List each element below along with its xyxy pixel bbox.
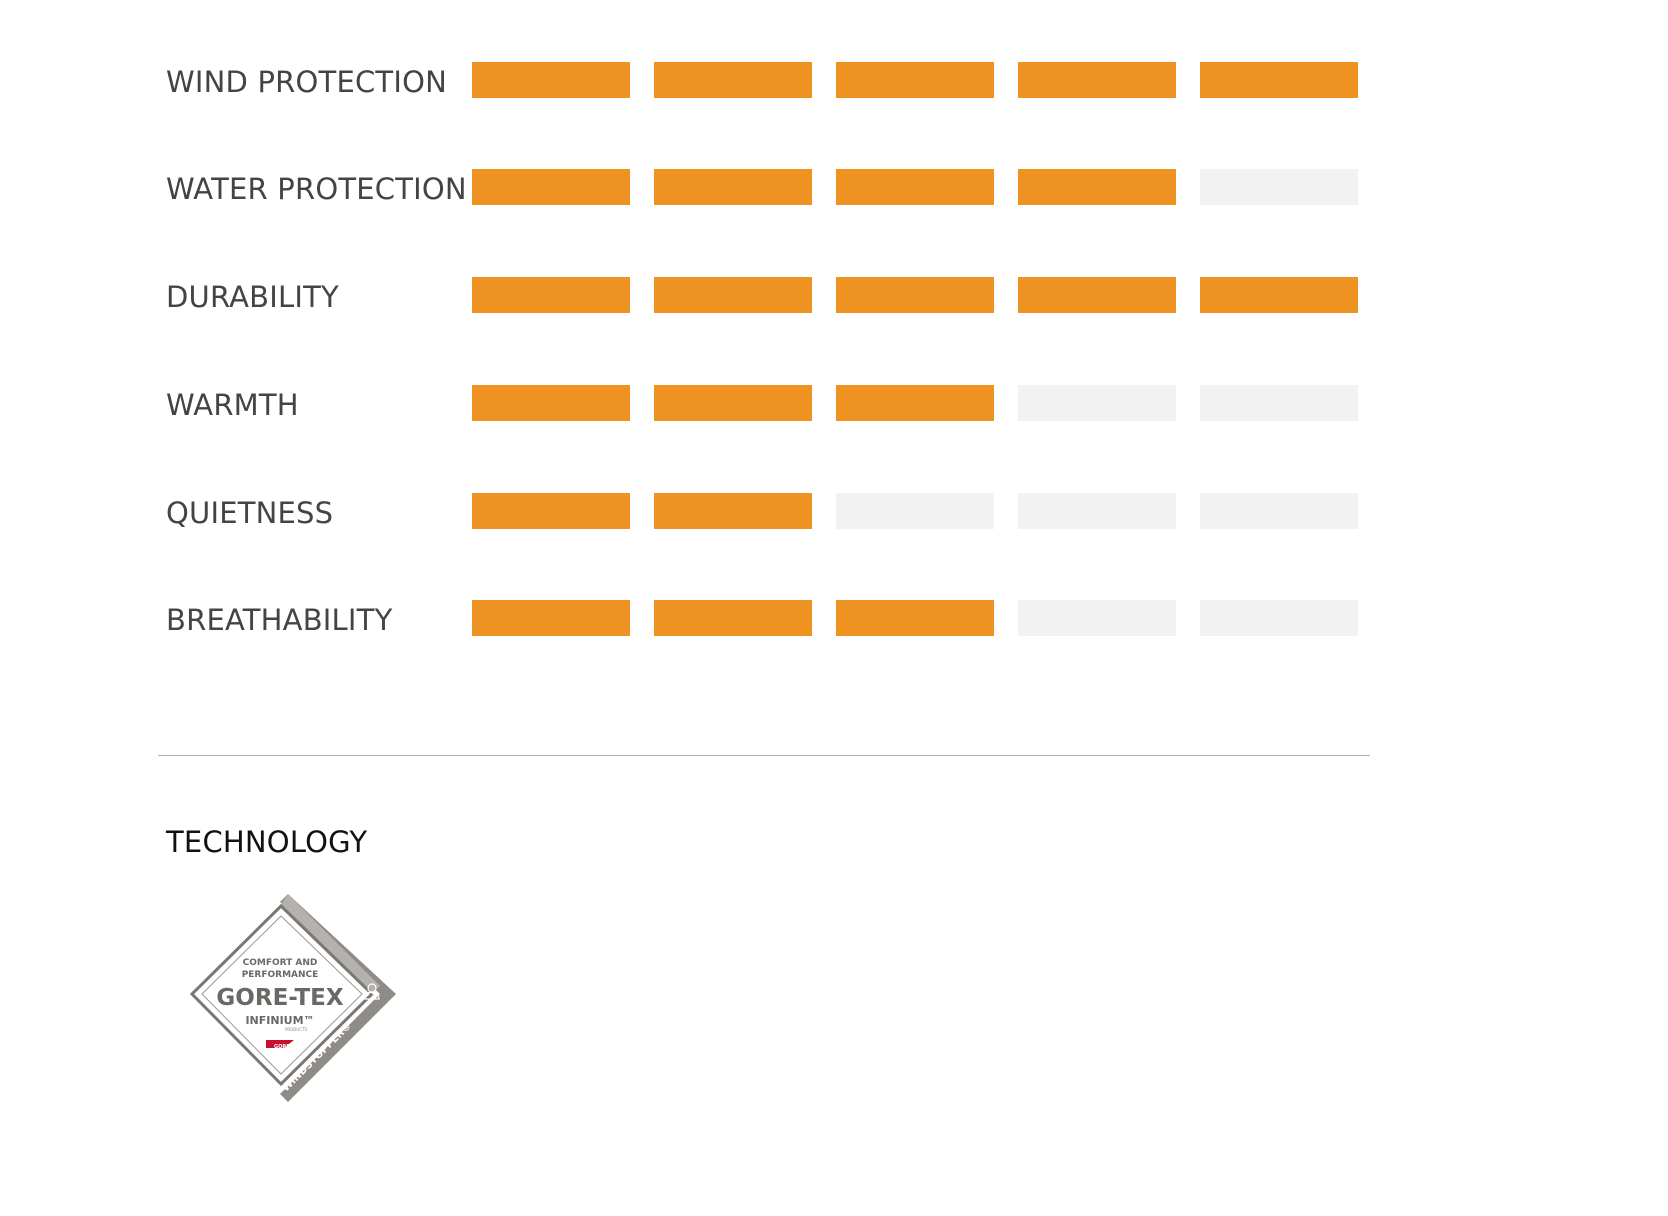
logo-tagline-1: COMFORT AND — [243, 958, 318, 968]
rating-bar-empty — [1200, 169, 1358, 205]
rating-row: DURABILITY — [0, 277, 1400, 317]
rating-bar-filled — [836, 277, 994, 313]
rating-bar-filled — [836, 169, 994, 205]
rating-row: BREATHABILITY — [0, 600, 1400, 640]
rating-bar-filled — [1200, 277, 1358, 313]
rating-bar-empty — [1200, 385, 1358, 421]
rating-bar-filled — [654, 600, 812, 636]
rating-bar-filled — [836, 62, 994, 98]
rating-bar-empty — [1200, 493, 1358, 529]
rating-label: QUIETNESS — [166, 496, 334, 530]
rating-bar-filled — [654, 385, 812, 421]
rating-label: WARMTH — [166, 388, 299, 422]
gore-tex-infinium-logo: COMFORT AND PERFORMANCE GORE-TEX INFINIU… — [189, 894, 396, 1102]
rating-row: WARMTH — [0, 385, 1400, 425]
logo-brand: GORE-TEX — [216, 985, 343, 1011]
rating-bar-empty — [1018, 385, 1176, 421]
rating-label: DURABILITY — [166, 280, 339, 314]
rating-bar-filled — [1018, 62, 1176, 98]
rating-label: WIND PROTECTION — [166, 65, 448, 99]
rating-label: BREATHABILITY — [166, 603, 393, 637]
rating-bar-filled — [836, 600, 994, 636]
rating-bar-filled — [654, 493, 812, 529]
rating-label: WATER PROTECTION — [166, 172, 467, 206]
rating-bar-filled — [472, 277, 630, 313]
rating-bar-filled — [654, 169, 812, 205]
weather-icon — [364, 983, 380, 1000]
rating-row: QUIETNESS — [0, 493, 1400, 533]
technology-title: TECHNOLOGY — [166, 825, 368, 859]
rating-bar-filled — [1018, 169, 1176, 205]
rating-bar-filled — [472, 493, 630, 529]
rating-bar-filled — [1018, 277, 1176, 313]
rating-bar-filled — [472, 385, 630, 421]
rating-row: WIND PROTECTION — [0, 62, 1400, 102]
rating-bar-filled — [654, 62, 812, 98]
rating-bar-empty — [1018, 493, 1176, 529]
rating-bar-empty — [1200, 600, 1358, 636]
gore-mark-text: GORE — [274, 1044, 290, 1050]
rating-bar-filled — [472, 600, 630, 636]
rating-bar-filled — [1200, 62, 1358, 98]
section-divider — [158, 755, 1370, 756]
rating-bar-filled — [472, 169, 630, 205]
rating-bar-filled — [836, 385, 994, 421]
rating-bar-filled — [472, 62, 630, 98]
gore-mark-icon: GORE — [266, 1040, 294, 1050]
logo-product: INFINIUM™ — [245, 1014, 314, 1027]
logo-sub: PRODUCTS — [285, 1027, 308, 1032]
rating-bar-filled — [654, 277, 812, 313]
rating-row: WATER PROTECTION — [0, 169, 1400, 209]
logo-tagline-2: PERFORMANCE — [242, 970, 319, 980]
rating-bar-empty — [1018, 600, 1176, 636]
rating-bar-empty — [836, 493, 994, 529]
